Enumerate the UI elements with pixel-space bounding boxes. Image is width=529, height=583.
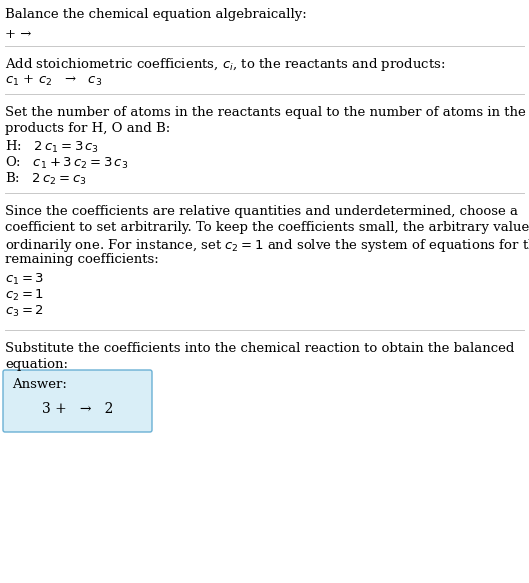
Text: Answer:: Answer: bbox=[12, 378, 67, 391]
Text: Balance the chemical equation algebraically:: Balance the chemical equation algebraica… bbox=[5, 8, 307, 21]
Text: $c_2 = 1$: $c_2 = 1$ bbox=[5, 288, 44, 303]
Text: 3 +   →   2: 3 + → 2 bbox=[42, 402, 113, 416]
Text: Substitute the coefficients into the chemical reaction to obtain the balanced: Substitute the coefficients into the che… bbox=[5, 342, 514, 355]
Text: H:   $2\,c_1 = 3\,c_3$: H: $2\,c_1 = 3\,c_3$ bbox=[5, 139, 99, 155]
Text: coefficient to set arbitrarily. To keep the coefficients small, the arbitrary va: coefficient to set arbitrarily. To keep … bbox=[5, 221, 529, 234]
Text: remaining coefficients:: remaining coefficients: bbox=[5, 253, 159, 266]
Text: products for H, O and B:: products for H, O and B: bbox=[5, 122, 170, 135]
Text: Add stoichiometric coefficients, $c_i$, to the reactants and products:: Add stoichiometric coefficients, $c_i$, … bbox=[5, 56, 445, 73]
Text: equation:: equation: bbox=[5, 358, 68, 371]
Text: Set the number of atoms in the reactants equal to the number of atoms in the: Set the number of atoms in the reactants… bbox=[5, 106, 526, 119]
Text: B:   $2\,c_2 = c_3$: B: $2\,c_2 = c_3$ bbox=[5, 171, 87, 187]
Text: ordinarily one. For instance, set $c_2 = 1$ and solve the system of equations fo: ordinarily one. For instance, set $c_2 =… bbox=[5, 237, 529, 254]
Text: $c_1$ + $c_2$   →   $c_3$: $c_1$ + $c_2$ → $c_3$ bbox=[5, 74, 103, 88]
Text: + →: + → bbox=[5, 28, 31, 41]
Text: $c_3 = 2$: $c_3 = 2$ bbox=[5, 304, 44, 319]
Text: Since the coefficients are relative quantities and underdetermined, choose a: Since the coefficients are relative quan… bbox=[5, 205, 518, 218]
Text: $c_1 = 3$: $c_1 = 3$ bbox=[5, 272, 44, 287]
FancyBboxPatch shape bbox=[3, 370, 152, 432]
Text: O:   $c_1 + 3\,c_2 = 3\,c_3$: O: $c_1 + 3\,c_2 = 3\,c_3$ bbox=[5, 155, 128, 171]
